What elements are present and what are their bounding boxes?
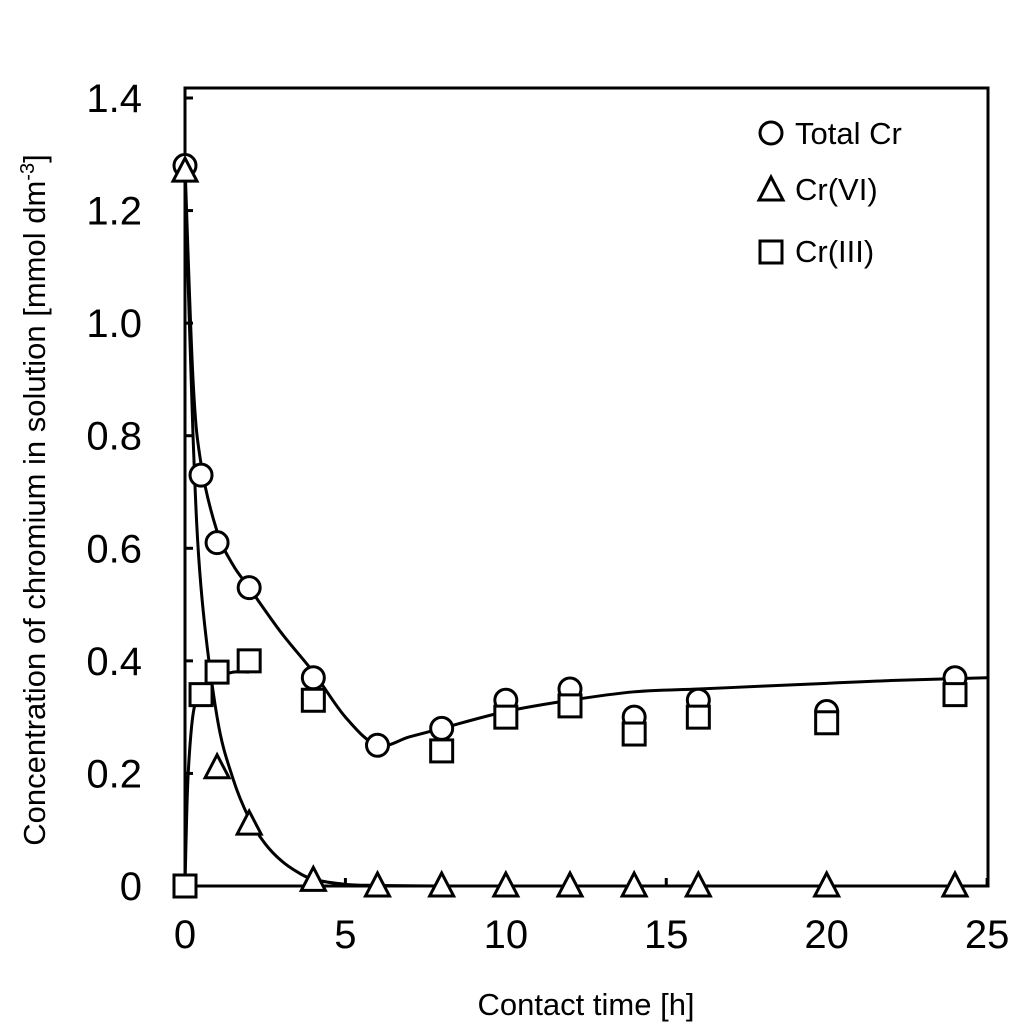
y-tick-label: 1.0 bbox=[86, 302, 142, 346]
data-point-cr-iii bbox=[557, 693, 583, 719]
y-axis-label: Concentration of chromium in solution [m… bbox=[17, 154, 52, 845]
data-point-cr-vi bbox=[234, 807, 264, 836]
data-point-total-cr bbox=[188, 462, 214, 488]
data-point-cr-iii bbox=[429, 738, 455, 764]
legend-label-cr-iii: Cr(III) bbox=[795, 234, 874, 269]
data-point-cr-iii bbox=[685, 704, 711, 730]
data-point-cr-vi bbox=[427, 869, 457, 898]
legend-entry-cr-iii: Cr(III) bbox=[758, 234, 874, 269]
data-point-cr-vi bbox=[555, 869, 585, 898]
data-point-cr-vi bbox=[683, 869, 713, 898]
legend-circle-marker bbox=[758, 120, 784, 146]
data-point-total-cr bbox=[365, 732, 390, 758]
data-point-cr-iii bbox=[188, 682, 214, 708]
data-point-total-cr bbox=[204, 530, 230, 556]
data-point-cr-vi bbox=[940, 869, 970, 898]
legend-entry-cr-vi: Cr(VI) bbox=[756, 172, 878, 207]
x-tick-label: 20 bbox=[804, 913, 849, 957]
y-tick-label: 0.4 bbox=[86, 640, 142, 684]
fit-curve-cr-vi bbox=[183, 171, 988, 888]
fit-curves bbox=[183, 165, 988, 888]
y-tick-label: 0 bbox=[120, 865, 142, 909]
data-point-cr-iii bbox=[204, 659, 230, 685]
data-point-cr-iii bbox=[172, 873, 198, 899]
data-point-cr-iii bbox=[942, 682, 968, 708]
y-tick-label: 0.6 bbox=[86, 527, 142, 571]
y-axis-label-superscript: -3 bbox=[17, 163, 39, 181]
data-point-cr-vi bbox=[170, 154, 200, 183]
x-tick-label: 0 bbox=[174, 913, 196, 957]
legend: Total Cr Cr(VI) Cr(III) bbox=[756, 116, 902, 269]
legend-label-total-cr: Total Cr bbox=[795, 116, 902, 151]
data-point-cr-vi bbox=[202, 751, 232, 780]
data-point-total-cr bbox=[236, 575, 262, 601]
y-axis-label-end: ] bbox=[17, 154, 52, 163]
x-tick-label: 10 bbox=[484, 913, 529, 957]
legend-label-cr-vi: Cr(VI) bbox=[795, 172, 878, 207]
data-point-cr-iii bbox=[493, 704, 519, 730]
y-axis-label-main: Concentration of chromium in solution [m… bbox=[17, 181, 52, 846]
legend-entry-total-cr: Total Cr bbox=[758, 116, 902, 151]
data-point-cr-iii bbox=[621, 721, 647, 747]
data-point-cr-iii bbox=[236, 648, 262, 674]
data-point-total-cr bbox=[429, 715, 455, 741]
plot-frame bbox=[183, 86, 990, 888]
data-point-cr-vi bbox=[363, 869, 392, 898]
data-point-cr-vi bbox=[298, 864, 328, 892]
legend-triangle-marker bbox=[756, 173, 786, 202]
x-tick-label: 5 bbox=[334, 913, 356, 957]
markers bbox=[170, 153, 970, 899]
data-point-cr-vi bbox=[619, 869, 649, 898]
legend-square-marker bbox=[758, 239, 784, 265]
x-tick-label: 15 bbox=[644, 913, 689, 957]
tick-labels: 0 5 10 15 20 25 0 0.2 0.4 0.6 0.8 1.0 1.2 1.4 bbox=[86, 77, 1009, 957]
y-tick-label: 0.8 bbox=[86, 415, 142, 459]
x-axis-label: Contact time [h] bbox=[477, 987, 694, 1022]
y-tick-label: 0.2 bbox=[86, 752, 142, 796]
y-tick-label: 1.2 bbox=[86, 190, 142, 234]
data-point-cr-vi bbox=[491, 869, 521, 898]
y-tick-label: 1.4 bbox=[86, 77, 142, 121]
data-point-total-cr bbox=[300, 665, 326, 691]
data-point-cr-iii bbox=[300, 687, 326, 713]
x-tick-label: 25 bbox=[965, 913, 1010, 957]
data-point-cr-vi bbox=[812, 869, 842, 898]
ticks bbox=[183, 96, 989, 888]
data-point-cr-iii bbox=[814, 710, 840, 736]
fit-curve-total-cr bbox=[183, 165, 988, 748]
